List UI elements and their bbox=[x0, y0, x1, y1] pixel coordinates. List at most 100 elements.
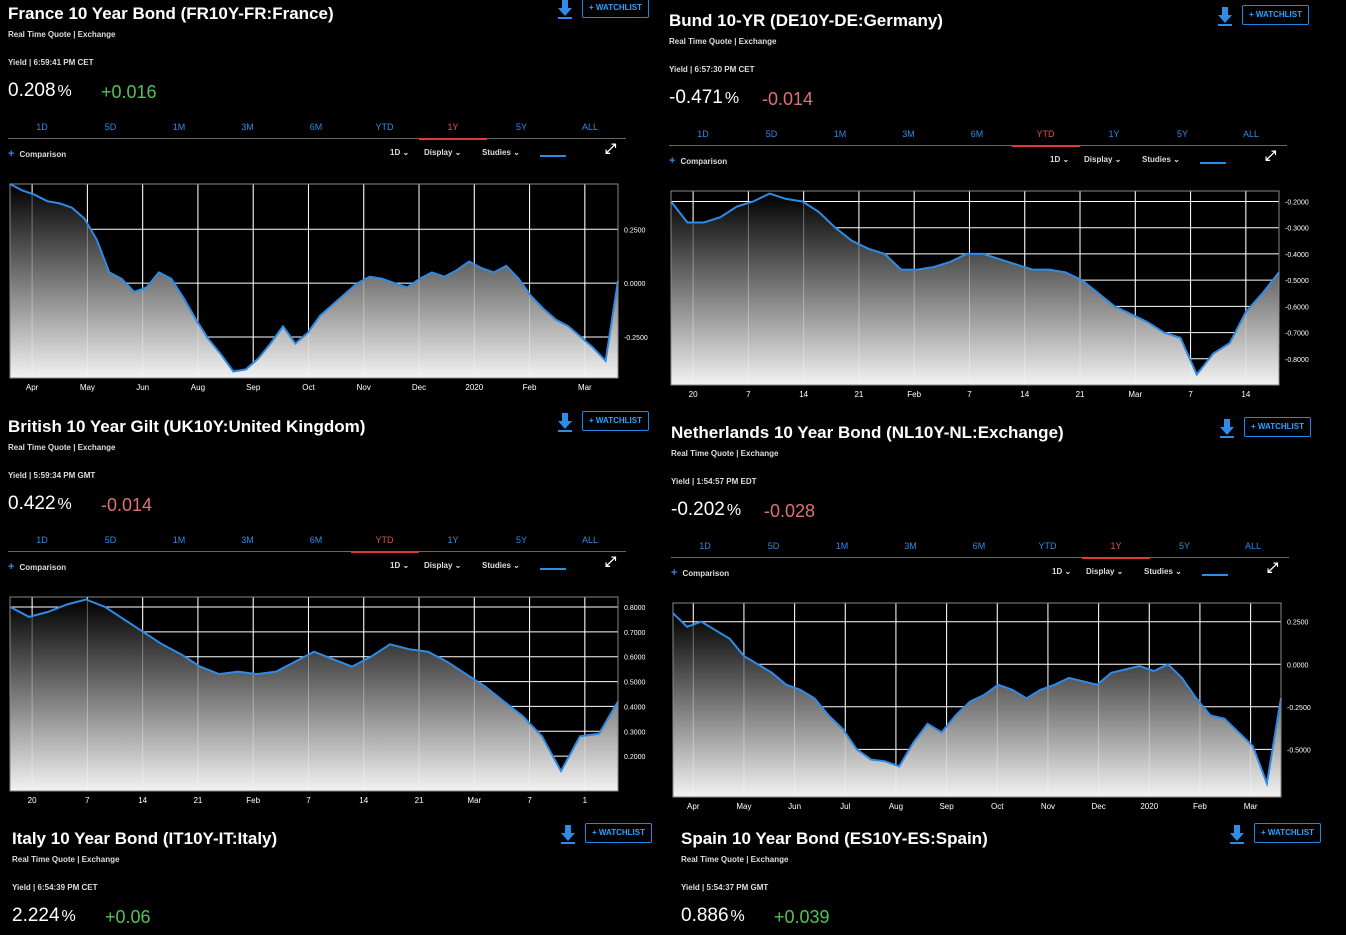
tab-5d[interactable]: 5D bbox=[104, 122, 117, 132]
comparison-button[interactable]: + Comparison bbox=[671, 567, 730, 579]
x-tick-label: Apr bbox=[26, 383, 39, 392]
yield-time: Yield | 5:54:37 PM GMT bbox=[681, 883, 769, 892]
x-tick-label: Mar bbox=[1244, 802, 1258, 811]
x-tick-label: Jun bbox=[788, 802, 801, 811]
comparison-button[interactable]: + Comparison bbox=[8, 148, 67, 160]
chart-svg: 20 7 14 21 Feb 7 14 21 Mar 7 1 0.8000 0.7000 0.6000 0.… bbox=[9, 596, 646, 805]
display-menu[interactable]: Display ⌄ bbox=[424, 561, 462, 570]
series-swatch bbox=[540, 155, 566, 157]
tab-3m[interactable]: 3M bbox=[904, 541, 917, 551]
tab-all[interactable]: ALL bbox=[1242, 129, 1259, 139]
x-tick-label: 21 bbox=[1076, 390, 1085, 399]
download-icon[interactable] bbox=[1217, 7, 1233, 27]
yield-time: Yield | 6:57:30 PM CET bbox=[669, 65, 755, 74]
y-tick-label: 0.2500 bbox=[1287, 620, 1309, 627]
tab-5d[interactable]: 5D bbox=[767, 541, 780, 551]
tab-6m[interactable]: 6M bbox=[309, 122, 323, 132]
chart-uk: 20 7 14 21 Feb 7 14 21 Mar 7 1 0.8000 0.7000 0.6000 0.… bbox=[8, 593, 668, 818]
series-line bbox=[9, 598, 619, 774]
tab-1y[interactable]: 1Y bbox=[447, 122, 459, 132]
tab-ytd[interactable]: YTD bbox=[1038, 541, 1057, 551]
tab-3m[interactable]: 3M bbox=[902, 129, 915, 139]
plot-frame bbox=[9, 596, 619, 792]
yield-change: -0.014 bbox=[762, 89, 814, 109]
display-menu[interactable]: Display ⌄ bbox=[424, 148, 462, 157]
tab-1m[interactable]: 1M bbox=[172, 535, 186, 545]
tab-1y[interactable]: 1Y bbox=[1108, 129, 1120, 139]
expand-icon[interactable]: ⤢ bbox=[605, 553, 617, 569]
watchlist-button[interactable]: + WATCHLIST bbox=[582, 0, 649, 18]
y-tick-label: 0.2500 bbox=[624, 227, 646, 234]
watchlist-button[interactable]: + WATCHLIST bbox=[1242, 5, 1309, 25]
display-menu[interactable]: Display ⌄ bbox=[1086, 567, 1124, 576]
download-icon[interactable] bbox=[557, 413, 573, 433]
download-icon[interactable] bbox=[557, 0, 573, 20]
tab-ytd[interactable]: YTD bbox=[375, 122, 394, 132]
tab-1d[interactable]: 1D bbox=[697, 129, 709, 139]
expand-icon[interactable]: ⤢ bbox=[605, 140, 617, 156]
tab-1m[interactable]: 1M bbox=[835, 541, 849, 551]
tab-all[interactable]: ALL bbox=[581, 122, 598, 132]
x-tick-label: 14 bbox=[1241, 390, 1250, 399]
tab-5d[interactable]: 5D bbox=[765, 129, 778, 139]
y-tick-label: 0.2000 bbox=[624, 754, 646, 761]
comparison-button[interactable]: + Comparison bbox=[8, 561, 67, 573]
yield-time: Yield | 6:59:41 PM CET bbox=[8, 58, 94, 67]
tab-ytd[interactable]: YTD bbox=[375, 535, 394, 545]
chart-svg: Apr May Jun Jul Aug Sep Oct Nov Dec 2020 Feb Mar 0.2… bbox=[672, 602, 1311, 811]
tab-1d[interactable]: 1D bbox=[36, 535, 48, 545]
tab-6m[interactable]: 6M bbox=[309, 535, 323, 545]
x-tick-label: May bbox=[80, 383, 95, 392]
x-tick-label: Apr bbox=[687, 802, 700, 811]
x-tick-label: Nov bbox=[1041, 802, 1055, 811]
tab-6m[interactable]: 6M bbox=[972, 541, 986, 551]
studies-menu[interactable]: Studies ⌄ bbox=[482, 148, 520, 157]
tab-5y[interactable]: 5Y bbox=[515, 122, 527, 132]
tab-5y[interactable]: 5Y bbox=[515, 535, 527, 545]
tab-all[interactable]: ALL bbox=[581, 535, 598, 545]
tab-6m[interactable]: 6M bbox=[970, 129, 984, 139]
range-tabs: 1D 5D 1M 3M 6M YTD 1Y 5Y ALL bbox=[669, 129, 1287, 147]
tab-all[interactable]: ALL bbox=[1244, 541, 1261, 551]
yield-time: Yield | 1:54:57 PM EDT bbox=[671, 477, 757, 486]
watchlist-button[interactable]: + WATCHLIST bbox=[582, 411, 649, 431]
tab-3m[interactable]: 3M bbox=[241, 122, 254, 132]
comparison-button[interactable]: + Comparison bbox=[669, 155, 728, 167]
x-tick-label: 7 bbox=[746, 390, 751, 399]
x-tick-label: Dec bbox=[1091, 802, 1105, 811]
tab-5y[interactable]: 5Y bbox=[1178, 541, 1190, 551]
x-tick-label: Mar bbox=[467, 796, 481, 805]
expand-icon[interactable]: ⤢ bbox=[1265, 147, 1277, 163]
tab-ytd[interactable]: YTD bbox=[1036, 129, 1055, 139]
tab-1m[interactable]: 1M bbox=[172, 122, 186, 132]
x-tick-label: 1 bbox=[583, 796, 588, 805]
display-menu[interactable]: Display ⌄ bbox=[1084, 155, 1122, 164]
y-tick-label: -0.5000 bbox=[1287, 747, 1311, 754]
yield-change: +0.016 bbox=[101, 82, 157, 102]
watchlist-button[interactable]: + WATCHLIST bbox=[1244, 417, 1311, 437]
studies-menu[interactable]: Studies ⌄ bbox=[1144, 567, 1182, 576]
download-icon[interactable] bbox=[560, 825, 576, 845]
interval-select[interactable]: 1D ⌄ bbox=[390, 561, 410, 570]
expand-icon[interactable]: ⤢ bbox=[1267, 559, 1279, 575]
interval-select[interactable]: 1D ⌄ bbox=[1052, 567, 1072, 576]
watchlist-button[interactable]: + WATCHLIST bbox=[585, 823, 652, 843]
interval-select[interactable]: 1D ⌄ bbox=[1050, 155, 1070, 164]
watchlist-button[interactable]: + WATCHLIST bbox=[1254, 823, 1321, 843]
tab-1y[interactable]: 1Y bbox=[1110, 541, 1122, 551]
tab-1m[interactable]: 1M bbox=[833, 129, 847, 139]
tab-5d[interactable]: 5D bbox=[104, 535, 117, 545]
tab-1d[interactable]: 1D bbox=[36, 122, 48, 132]
series-swatch bbox=[1202, 574, 1228, 576]
download-icon[interactable] bbox=[1229, 825, 1245, 845]
x-tick-label: Jun bbox=[136, 383, 149, 392]
tab-5y[interactable]: 5Y bbox=[1176, 129, 1188, 139]
studies-menu[interactable]: Studies ⌄ bbox=[1142, 155, 1180, 164]
studies-menu[interactable]: Studies ⌄ bbox=[482, 561, 520, 570]
download-icon[interactable] bbox=[1219, 419, 1235, 439]
tab-1y[interactable]: 1Y bbox=[447, 535, 459, 545]
tab-3m[interactable]: 3M bbox=[241, 535, 254, 545]
tab-1d[interactable]: 1D bbox=[699, 541, 711, 551]
quote-panel-uk: British 10 Year Gilt (UK10Y:United Kingd… bbox=[8, 411, 668, 827]
interval-select[interactable]: 1D ⌄ bbox=[390, 148, 410, 157]
